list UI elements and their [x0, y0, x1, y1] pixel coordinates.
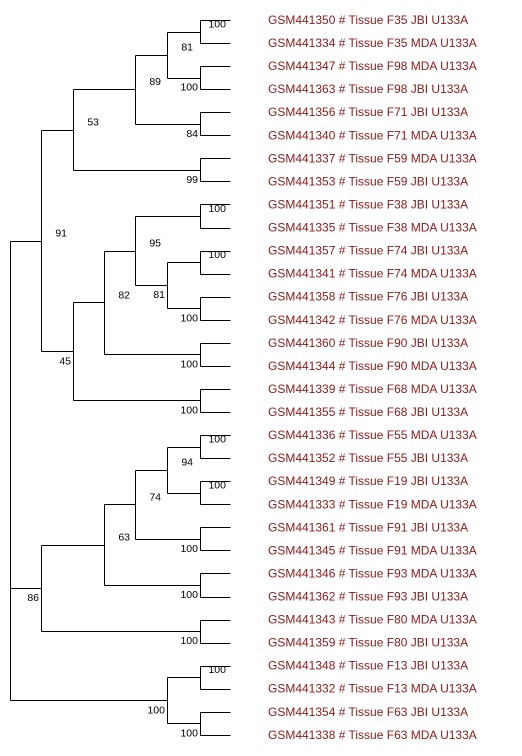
leaf-label: GSM441352 # Tissue F55 JBI U133A: [268, 451, 468, 465]
support-value: 100: [180, 727, 198, 739]
leaf-label: GSM441349 # Tissue F19 JBI U133A: [268, 474, 468, 488]
leaf-label: GSM441337 # Tissue F59 MDA U133A: [268, 151, 477, 165]
leaf-label: GSM441332 # Tissue F13 MDA U133A: [268, 682, 477, 696]
support-value: 100: [180, 82, 198, 94]
leaf-label: GSM441341 # Tissue F74 MDA U133A: [268, 267, 477, 281]
leaf-label: GSM441356 # Tissue F71 JBI U133A: [268, 105, 468, 119]
leaf-label: GSM441350 # Tissue F35 JBI U133A: [268, 13, 468, 27]
support-value: 100: [180, 312, 198, 324]
leaf-label: GSM441342 # Tissue F76 MDA U133A: [268, 313, 477, 327]
leaf-label: GSM441335 # Tissue F38 MDA U133A: [268, 221, 477, 235]
leaf-label: GSM441357 # Tissue F74 JBI U133A: [268, 244, 468, 258]
leaf-label: GSM441362 # Tissue F93 JBI U133A: [268, 590, 468, 604]
support-value: 91: [55, 228, 67, 240]
support-value: 89: [149, 76, 161, 88]
support-value: 100: [208, 434, 226, 446]
leaf-label: GSM441363 # Tissue F98 JBI U133A: [268, 82, 468, 96]
leaf-label: GSM441346 # Tissue F93 MDA U133A: [268, 566, 477, 580]
support-value: 100: [208, 19, 226, 31]
leaf-label: GSM441347 # Tissue F98 MDA U133A: [268, 59, 477, 73]
leaf-label: GSM441340 # Tissue F71 MDA U133A: [268, 128, 477, 142]
leaf-label: GSM441351 # Tissue F38 JBI U133A: [268, 197, 468, 211]
support-value: 81: [181, 42, 193, 54]
leaf-label: GSM441344 # Tissue F90 MDA U133A: [268, 359, 477, 373]
leaf-label: GSM441355 # Tissue F68 JBI U133A: [268, 405, 468, 419]
leaf-label: GSM441348 # Tissue F13 JBI U133A: [268, 659, 468, 673]
support-value: 100: [208, 203, 226, 215]
leaf-label: GSM441338 # Tissue F63 MDA U133A: [268, 728, 477, 742]
support-value: 63: [118, 532, 130, 544]
leaf-label: GSM441354 # Tissue F63 JBI U133A: [268, 705, 468, 719]
leaf-label: GSM441361 # Tissue F91 JBI U133A: [268, 520, 468, 534]
support-value: 100: [180, 635, 198, 647]
support-value: 74: [149, 491, 161, 503]
support-value: 84: [186, 128, 198, 140]
leaf-label: GSM441343 # Tissue F80 MDA U133A: [268, 613, 477, 627]
support-value: 94: [181, 457, 193, 469]
support-value: 100: [180, 404, 198, 416]
leaf-label: GSM441353 # Tissue F59 JBI U133A: [268, 174, 468, 188]
support-value: 99: [186, 174, 198, 186]
support-value: 100: [180, 358, 198, 370]
leaf-label: GSM441339 # Tissue F68 MDA U133A: [268, 382, 477, 396]
support-value: 100: [180, 543, 198, 555]
leaf-label: GSM441358 # Tissue F76 JBI U133A: [268, 290, 468, 304]
leaf-label: GSM441359 # Tissue F80 JBI U133A: [268, 636, 468, 650]
leaf-label: GSM441333 # Tissue F19 MDA U133A: [268, 497, 477, 511]
support-value: 100: [180, 589, 198, 601]
leaf-label: GSM441360 # Tissue F90 JBI U133A: [268, 336, 468, 350]
support-value: 53: [87, 117, 99, 129]
leaf-label: GSM441345 # Tissue F91 MDA U133A: [268, 543, 477, 557]
support-value: 100: [208, 664, 226, 676]
support-value: 100: [147, 704, 165, 716]
support-value: 86: [27, 592, 39, 604]
support-value: 95: [149, 238, 161, 250]
leaf-label: GSM441336 # Tissue F55 MDA U133A: [268, 428, 477, 442]
leaf-label: GSM441334 # Tissue F35 MDA U133A: [268, 36, 477, 50]
support-value: 81: [153, 289, 165, 301]
support-value: 82: [118, 289, 130, 301]
support-value: 45: [59, 355, 71, 367]
support-value: 100: [208, 480, 226, 492]
support-value: 100: [208, 249, 226, 261]
